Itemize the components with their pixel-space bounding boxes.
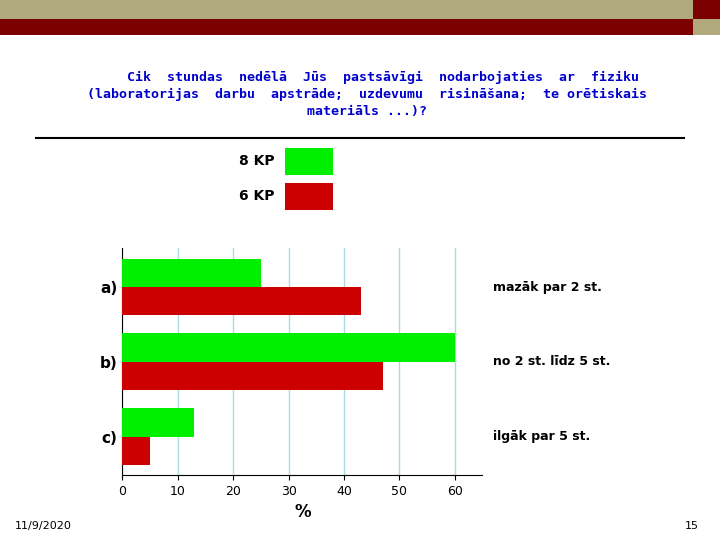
Bar xyxy=(693,19,720,35)
Bar xyxy=(122,362,383,390)
Text: 11/9/2020: 11/9/2020 xyxy=(14,521,71,531)
Bar xyxy=(122,259,261,287)
Bar xyxy=(0,19,693,35)
Text: 8 KP: 8 KP xyxy=(239,154,274,168)
Text: Cik  stundas  nedēlā  Jūs  pastsāvīgi  nodarbojaties  ar  fiziku
(laboratorijas : Cik stundas nedēlā Jūs pastsāvīgi nodarb… xyxy=(87,71,647,118)
Text: 15: 15 xyxy=(685,521,698,531)
Text: no 2 st. līdz 5 st.: no 2 st. līdz 5 st. xyxy=(493,355,611,368)
Bar xyxy=(285,183,333,210)
Text: mazāk par 2 st.: mazāk par 2 st. xyxy=(493,281,603,294)
Bar xyxy=(122,333,455,362)
Bar xyxy=(0,0,693,19)
Bar xyxy=(122,287,361,315)
Text: 6 KP: 6 KP xyxy=(239,190,274,204)
Text: ilgāk par 5 st.: ilgāk par 5 st. xyxy=(493,430,590,443)
Bar xyxy=(693,0,720,19)
Bar xyxy=(285,148,333,174)
X-axis label: %: % xyxy=(294,503,311,522)
Bar xyxy=(122,408,194,436)
Bar xyxy=(122,436,150,465)
